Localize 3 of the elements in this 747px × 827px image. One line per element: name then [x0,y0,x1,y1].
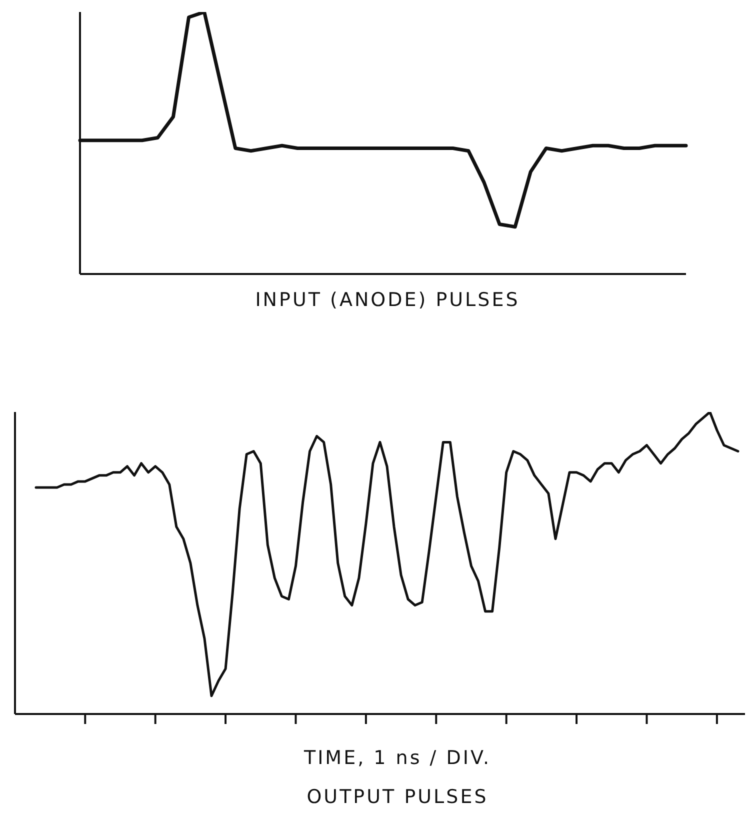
text: INPUT (ANODE) PULSES [254,288,521,313]
text: OUTPUT PULSES [306,785,490,810]
x-axis-title: TIME, 1 ns / DIV. [302,746,492,771]
